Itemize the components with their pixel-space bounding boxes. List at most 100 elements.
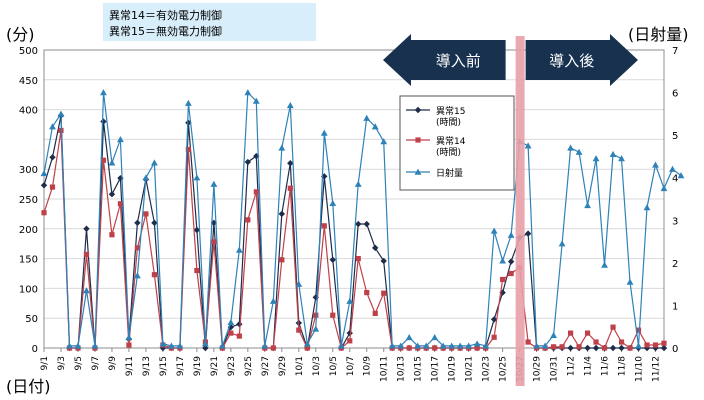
x-tick-label: 11/10: [635, 356, 645, 382]
data-point: [507, 258, 515, 265]
x-tick-label: 9/9: [108, 356, 118, 371]
data-point: [278, 144, 286, 151]
data-point: [372, 244, 379, 252]
x-tick-label: 9/17: [176, 356, 186, 376]
data-point: [422, 342, 430, 349]
x-tick-label: 10/21: [465, 356, 475, 382]
data-point: [388, 342, 396, 349]
data-point: [354, 180, 362, 187]
data-point: [57, 110, 65, 117]
data-point: [448, 342, 456, 349]
data-point: [397, 342, 405, 349]
before-arrow-label: 導入前: [436, 52, 481, 70]
data-point: [321, 223, 327, 229]
data-point: [83, 251, 90, 258]
data-point: [661, 340, 667, 346]
data-point: [473, 340, 481, 347]
data-point: [125, 333, 133, 341]
data-point: [142, 174, 150, 181]
series-3: [40, 89, 685, 349]
data-point: [575, 148, 583, 155]
data-point: [465, 342, 473, 349]
x-tick-label: 10/13: [397, 356, 407, 382]
data-point: [508, 270, 514, 277]
data-point: [40, 182, 48, 189]
data-point: [312, 325, 320, 332]
y-right-tick-label: 2: [672, 259, 678, 270]
x-tick-label: 10/7: [346, 356, 356, 376]
data-point: [381, 290, 387, 296]
data-point: [201, 340, 209, 347]
data-point: [347, 338, 353, 344]
data-point: [660, 344, 668, 352]
x-tick-label: 9/15: [159, 356, 169, 376]
x-tick-label: 9/29: [278, 356, 288, 376]
data-point: [609, 150, 617, 158]
data-point: [40, 170, 48, 177]
x-tick-label: 11/2: [567, 356, 577, 376]
y-right-tick-label: 4: [672, 174, 678, 185]
legend-label: 異常15: [436, 105, 465, 117]
x-tick-label: 11/4: [584, 356, 594, 376]
data-point: [134, 272, 141, 279]
data-point: [380, 138, 388, 145]
y-left-tick-label: 50: [25, 314, 38, 325]
data-point: [533, 342, 541, 349]
data-point: [592, 344, 600, 352]
data-point: [627, 345, 633, 351]
data-point: [151, 159, 158, 166]
x-tick-label: 10/25: [499, 356, 509, 382]
data-point: [355, 220, 362, 228]
data-point: [58, 127, 64, 134]
data-point: [431, 333, 439, 341]
data-point: [660, 184, 668, 192]
data-point: [244, 158, 252, 166]
data-point: [456, 342, 464, 349]
after-arrow: [525, 34, 638, 86]
series-layer: [40, 89, 685, 352]
data-point: [618, 344, 625, 352]
x-tick-label: 9/21: [210, 356, 220, 376]
x-tick-label: 9/27: [261, 356, 271, 376]
data-point: [329, 256, 336, 263]
note-box: 異常14＝有効電力制御 異常15＝無効電力制御: [103, 3, 316, 41]
data-point: [592, 155, 600, 162]
data-point: [525, 339, 531, 345]
data-point: [601, 261, 608, 268]
data-point: [236, 320, 243, 328]
data-point: [346, 329, 353, 337]
legend-swatch-marker: [415, 137, 421, 143]
x-tick-label: 10/17: [431, 356, 441, 382]
x-tick-label: 10/19: [448, 356, 458, 382]
y-left-tick-label: 0: [32, 344, 38, 355]
data-point: [558, 240, 566, 247]
data-point: [490, 316, 498, 323]
data-point: [372, 310, 378, 317]
legend-label: 日射量: [436, 167, 463, 179]
data-point: [355, 256, 361, 262]
legend-layer: 異常15(時間)異常14(時間)日射量: [399, 95, 515, 191]
data-point: [593, 339, 599, 345]
data-point: [83, 225, 90, 232]
data-point: [550, 331, 557, 338]
data-point: [482, 342, 490, 349]
data-point: [100, 89, 107, 96]
data-point: [279, 257, 285, 263]
data-point: [643, 204, 651, 211]
x-tick-label: 11/8: [618, 356, 628, 376]
y-left-axis-title: (分): [6, 25, 35, 44]
data-point: [601, 345, 608, 351]
data-point: [49, 154, 56, 161]
data-point: [329, 199, 337, 206]
data-point: [414, 342, 422, 349]
data-point: [143, 211, 149, 217]
y-left-tick-label: 450: [19, 76, 38, 87]
data-point: [610, 324, 616, 330]
data-point: [117, 136, 124, 143]
intro-band: [515, 36, 525, 386]
data-point: [287, 185, 293, 191]
data-point: [235, 246, 243, 253]
data-point: [109, 232, 115, 238]
data-point: [287, 160, 294, 167]
y-right-tick-label: 1: [672, 301, 678, 312]
